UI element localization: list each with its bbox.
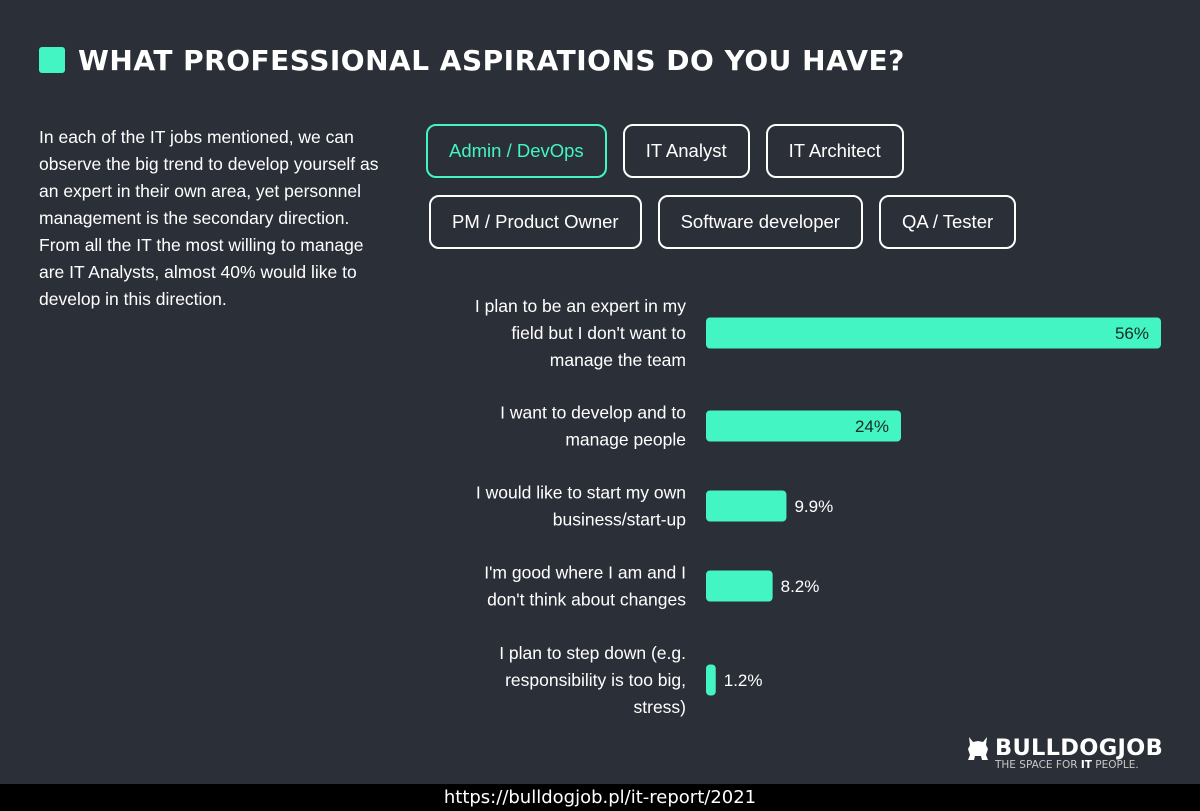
category-label: I plan to step down (e.g. [499,643,686,663]
page-title: WHAT PROFESSIONAL ASPIRATIONS DO YOU HAV… [78,44,905,77]
logo-name: BULLDOGJOB [995,735,1164,761]
tab-it-analyst[interactable]: IT Analyst [622,124,750,178]
title-marker [39,47,65,73]
category-label: manage the team [550,350,686,370]
bar [706,490,787,522]
category-label: field but I don't want to [511,323,686,343]
footer-url: https://bulldogjob.pl/it-report/2021 [0,784,1200,811]
bar-value-label: 8.2% [781,577,820,596]
category-label: business/start-up [553,510,686,530]
category-label: I'm good where I am and I [484,563,686,583]
tabs-row-2: PM / Product Owner Software developer QA… [429,195,1017,249]
category-label: I would like to start my own [476,483,686,503]
bar-value-label: 9.9% [794,497,833,516]
bar [706,410,901,442]
tab-admin-devops[interactable]: Admin / DevOps [426,124,607,178]
tab-pm-product-owner[interactable]: PM / Product Owner [429,195,642,249]
tab-qa-tester[interactable]: QA / Tester [878,195,1017,249]
bar-value-label: 56% [1115,324,1149,343]
category-label: don't think about changes [487,590,686,610]
tab-it-architect[interactable]: IT Architect [765,124,904,178]
tab-software-developer[interactable]: Software developer [657,195,863,249]
tabs-row-1: Admin / DevOps IT Analyst IT Architect [426,124,904,178]
bar-value-label: 1.2% [724,671,763,690]
category-label: stress) [634,697,687,717]
aspirations-bar-chart: 56% I plan to be an expert in my field but… [475,296,1161,717]
bar [706,570,773,602]
bar-value-label: 24% [855,417,889,436]
category-label: manage people [565,430,686,450]
bar [706,317,1161,349]
intro-text: In each of the IT jobs mentioned, we can… [39,127,379,309]
category-label: I want to develop and to [500,403,686,423]
bulldog-icon [968,737,988,760]
logo-tagline: THE SPACE FOR IT PEOPLE. [995,759,1139,771]
category-label: I plan to be an expert in my [475,296,686,316]
bulldogjob-logo: BULLDOGJOB THE SPACE FOR IT PEOPLE. [966,735,1166,775]
category-label: responsibility is too big, [505,670,686,690]
bar [706,664,716,696]
